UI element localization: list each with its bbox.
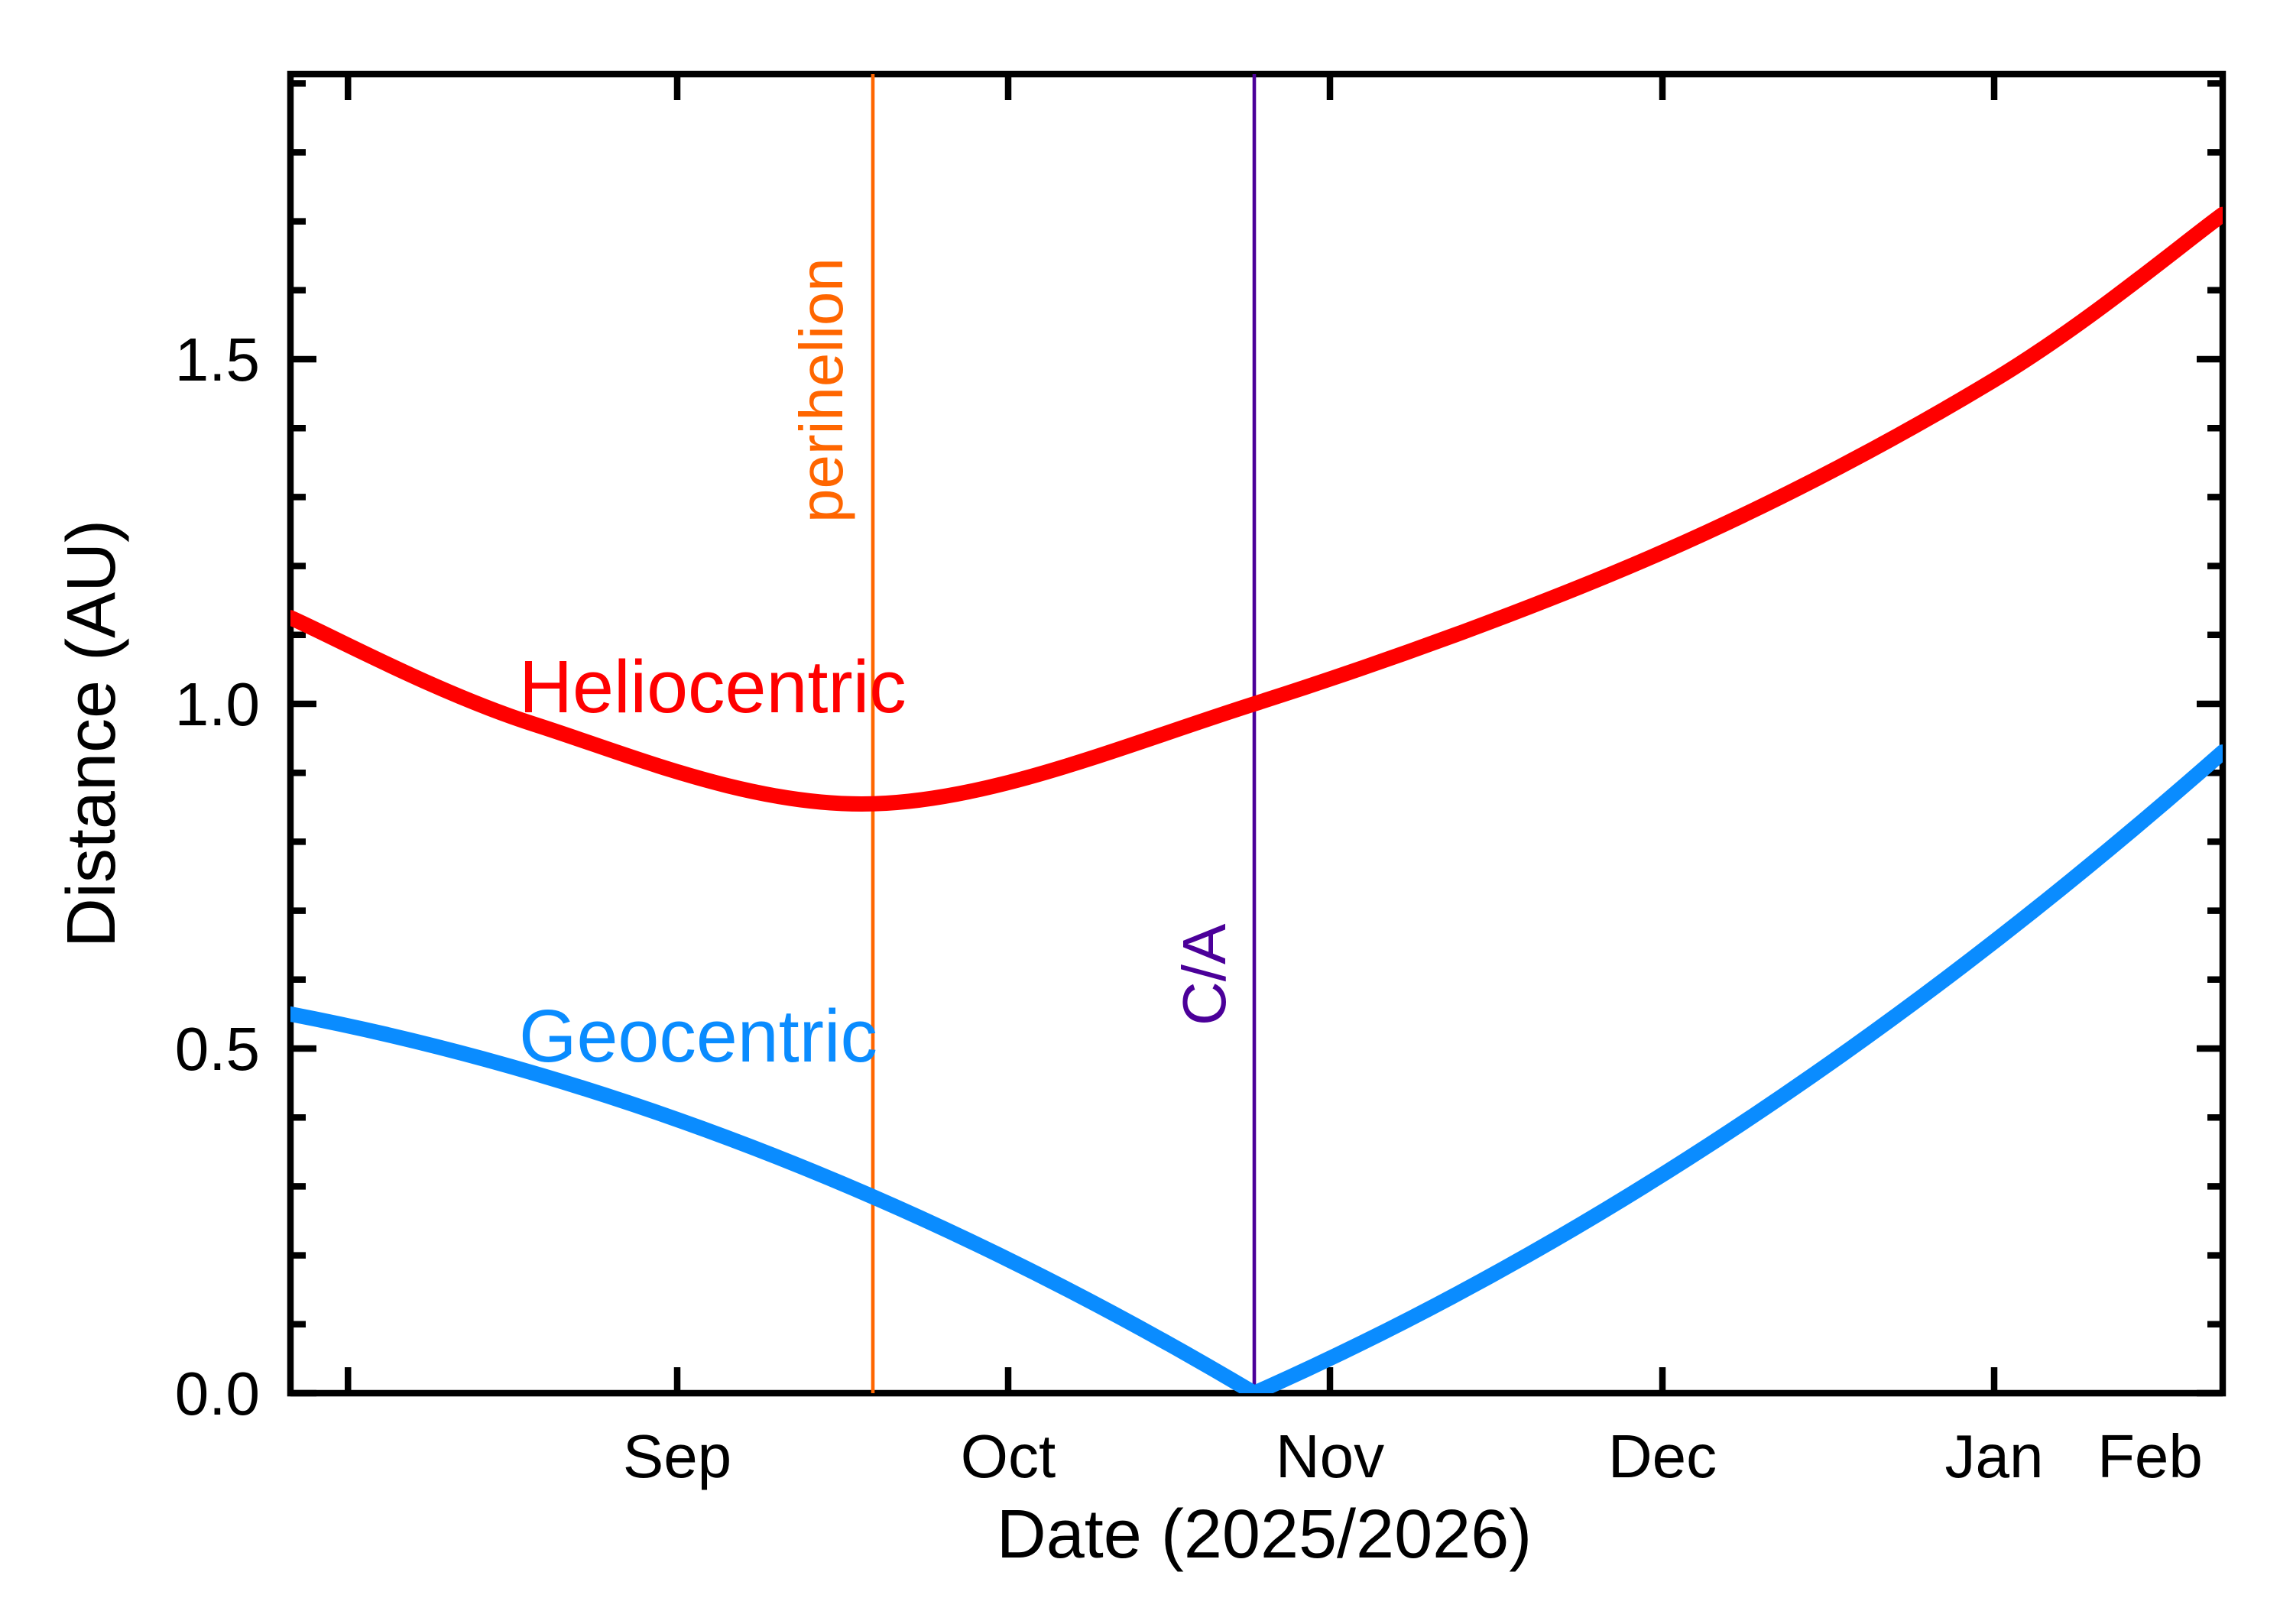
svg-text:Sep: Sep	[623, 1422, 731, 1490]
svg-text:0.5: 0.5	[175, 1015, 260, 1083]
svg-text:Oct: Oct	[961, 1422, 1056, 1490]
svg-text:1.5: 1.5	[175, 326, 260, 394]
svg-text:Jan: Jan	[1945, 1422, 2044, 1490]
svg-text:C/A: C/A	[1170, 923, 1238, 1026]
svg-text:0.0: 0.0	[175, 1360, 260, 1428]
svg-text:Distance (AU): Distance (AU)	[54, 520, 130, 948]
svg-text:Dec: Dec	[1608, 1422, 1717, 1490]
svg-text:Nov: Nov	[1276, 1422, 1384, 1490]
svg-text:Geocentric: Geocentric	[519, 994, 877, 1078]
svg-text:1.0: 1.0	[175, 670, 260, 738]
svg-text:perihelion: perihelion	[787, 258, 855, 523]
svg-text:Date (2025/2026): Date (2025/2026)	[997, 1496, 1532, 1573]
svg-text:Feb: Feb	[2097, 1422, 2203, 1490]
svg-text:Heliocentric: Heliocentric	[519, 645, 906, 728]
